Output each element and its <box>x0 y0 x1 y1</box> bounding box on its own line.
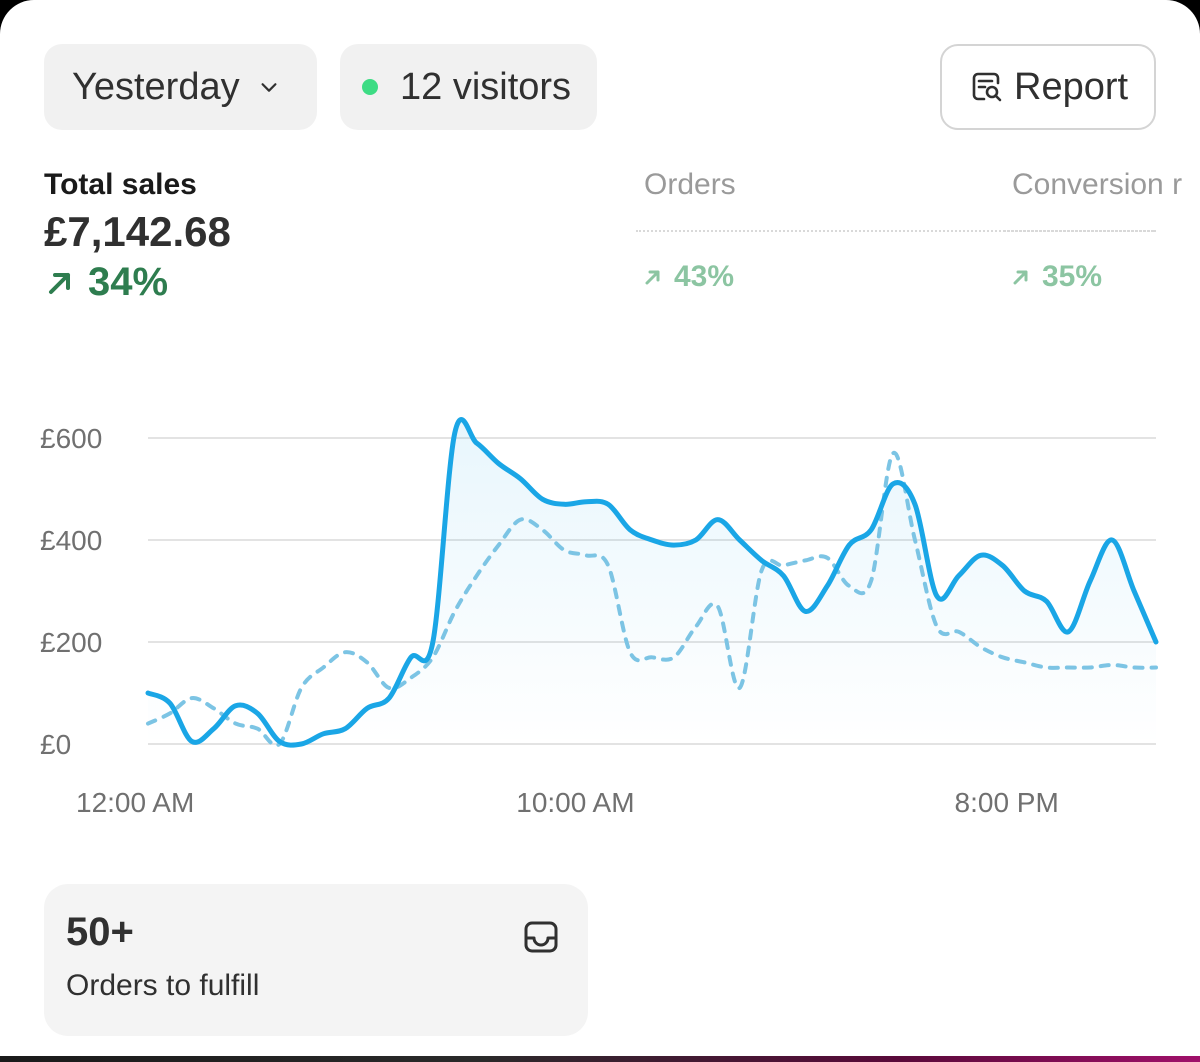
arrow-up-right-icon <box>1013 270 1028 285</box>
metric-orders[interactable]: Orders 43% <box>636 168 1156 294</box>
x-tick-label: 12:00 AM <box>76 787 194 818</box>
y-tick-label: £400 <box>40 525 102 556</box>
date-range-dropdown[interactable]: Yesterday <box>44 44 317 130</box>
x-tick-label: 8:00 PM <box>955 787 1059 818</box>
arrow-up-right-icon <box>645 270 660 285</box>
y-tick-label: £200 <box>40 627 102 658</box>
metric-conversion-rate[interactable]: Conversion r 35% <box>1004 168 1200 294</box>
report-button[interactable]: Report <box>940 44 1156 130</box>
metric-change: 43% <box>636 260 976 294</box>
y-tick-label: £600 <box>40 423 102 454</box>
live-visitors-pill[interactable]: 12 visitors <box>340 44 597 130</box>
metric-change: 34% <box>44 260 231 305</box>
orders-to-fulfill-count: 50+ <box>66 910 134 954</box>
placeholder-divider <box>1004 230 1154 232</box>
metric-change: 35% <box>1004 260 1200 294</box>
metric-label: Conversion r <box>1012 168 1183 201</box>
report-label: Report <box>1014 65 1129 108</box>
date-range-label: Yesterday <box>72 65 240 108</box>
inbox-icon <box>524 921 558 953</box>
sales-chart[interactable]: £600 £400 £200 £0 12:00 AM 10:00 AM 8:00 PM <box>0 400 1200 840</box>
orders-to-fulfill-label: Orders to fulfill <box>66 969 260 1002</box>
y-tick-label: £0 <box>40 729 71 760</box>
placeholder-divider <box>636 230 1156 232</box>
metric-change-value: 43% <box>674 260 735 293</box>
report-search-icon <box>972 72 1002 102</box>
metric-value: £7,142.68 <box>44 208 231 255</box>
sales-line-chart: £600 £400 £200 £012:00 AM 10:00 AM 8:00 PM <box>40 417 1159 818</box>
arrow-up-right-icon <box>49 272 70 294</box>
screen-bottom-edge <box>0 1056 1200 1062</box>
live-status-dot <box>362 79 378 95</box>
metric-change-value: 34% <box>88 260 169 304</box>
chevron-down-icon <box>261 83 277 92</box>
metric-total-sales[interactable]: Total sales £7,142.68 34% <box>44 168 231 305</box>
visitors-count: 12 visitors <box>400 65 572 108</box>
metric-change-value: 35% <box>1042 260 1103 293</box>
orders-to-fulfill-card[interactable]: 50+ Orders to fulfill <box>44 884 588 1036</box>
metric-label: Orders <box>644 168 736 201</box>
series-area-fill <box>148 419 1156 746</box>
metric-label: Total sales <box>44 168 197 201</box>
series-line-current <box>145 417 1159 748</box>
x-tick-label: 10:00 AM <box>516 787 634 818</box>
series-line-comparison <box>146 451 1158 748</box>
